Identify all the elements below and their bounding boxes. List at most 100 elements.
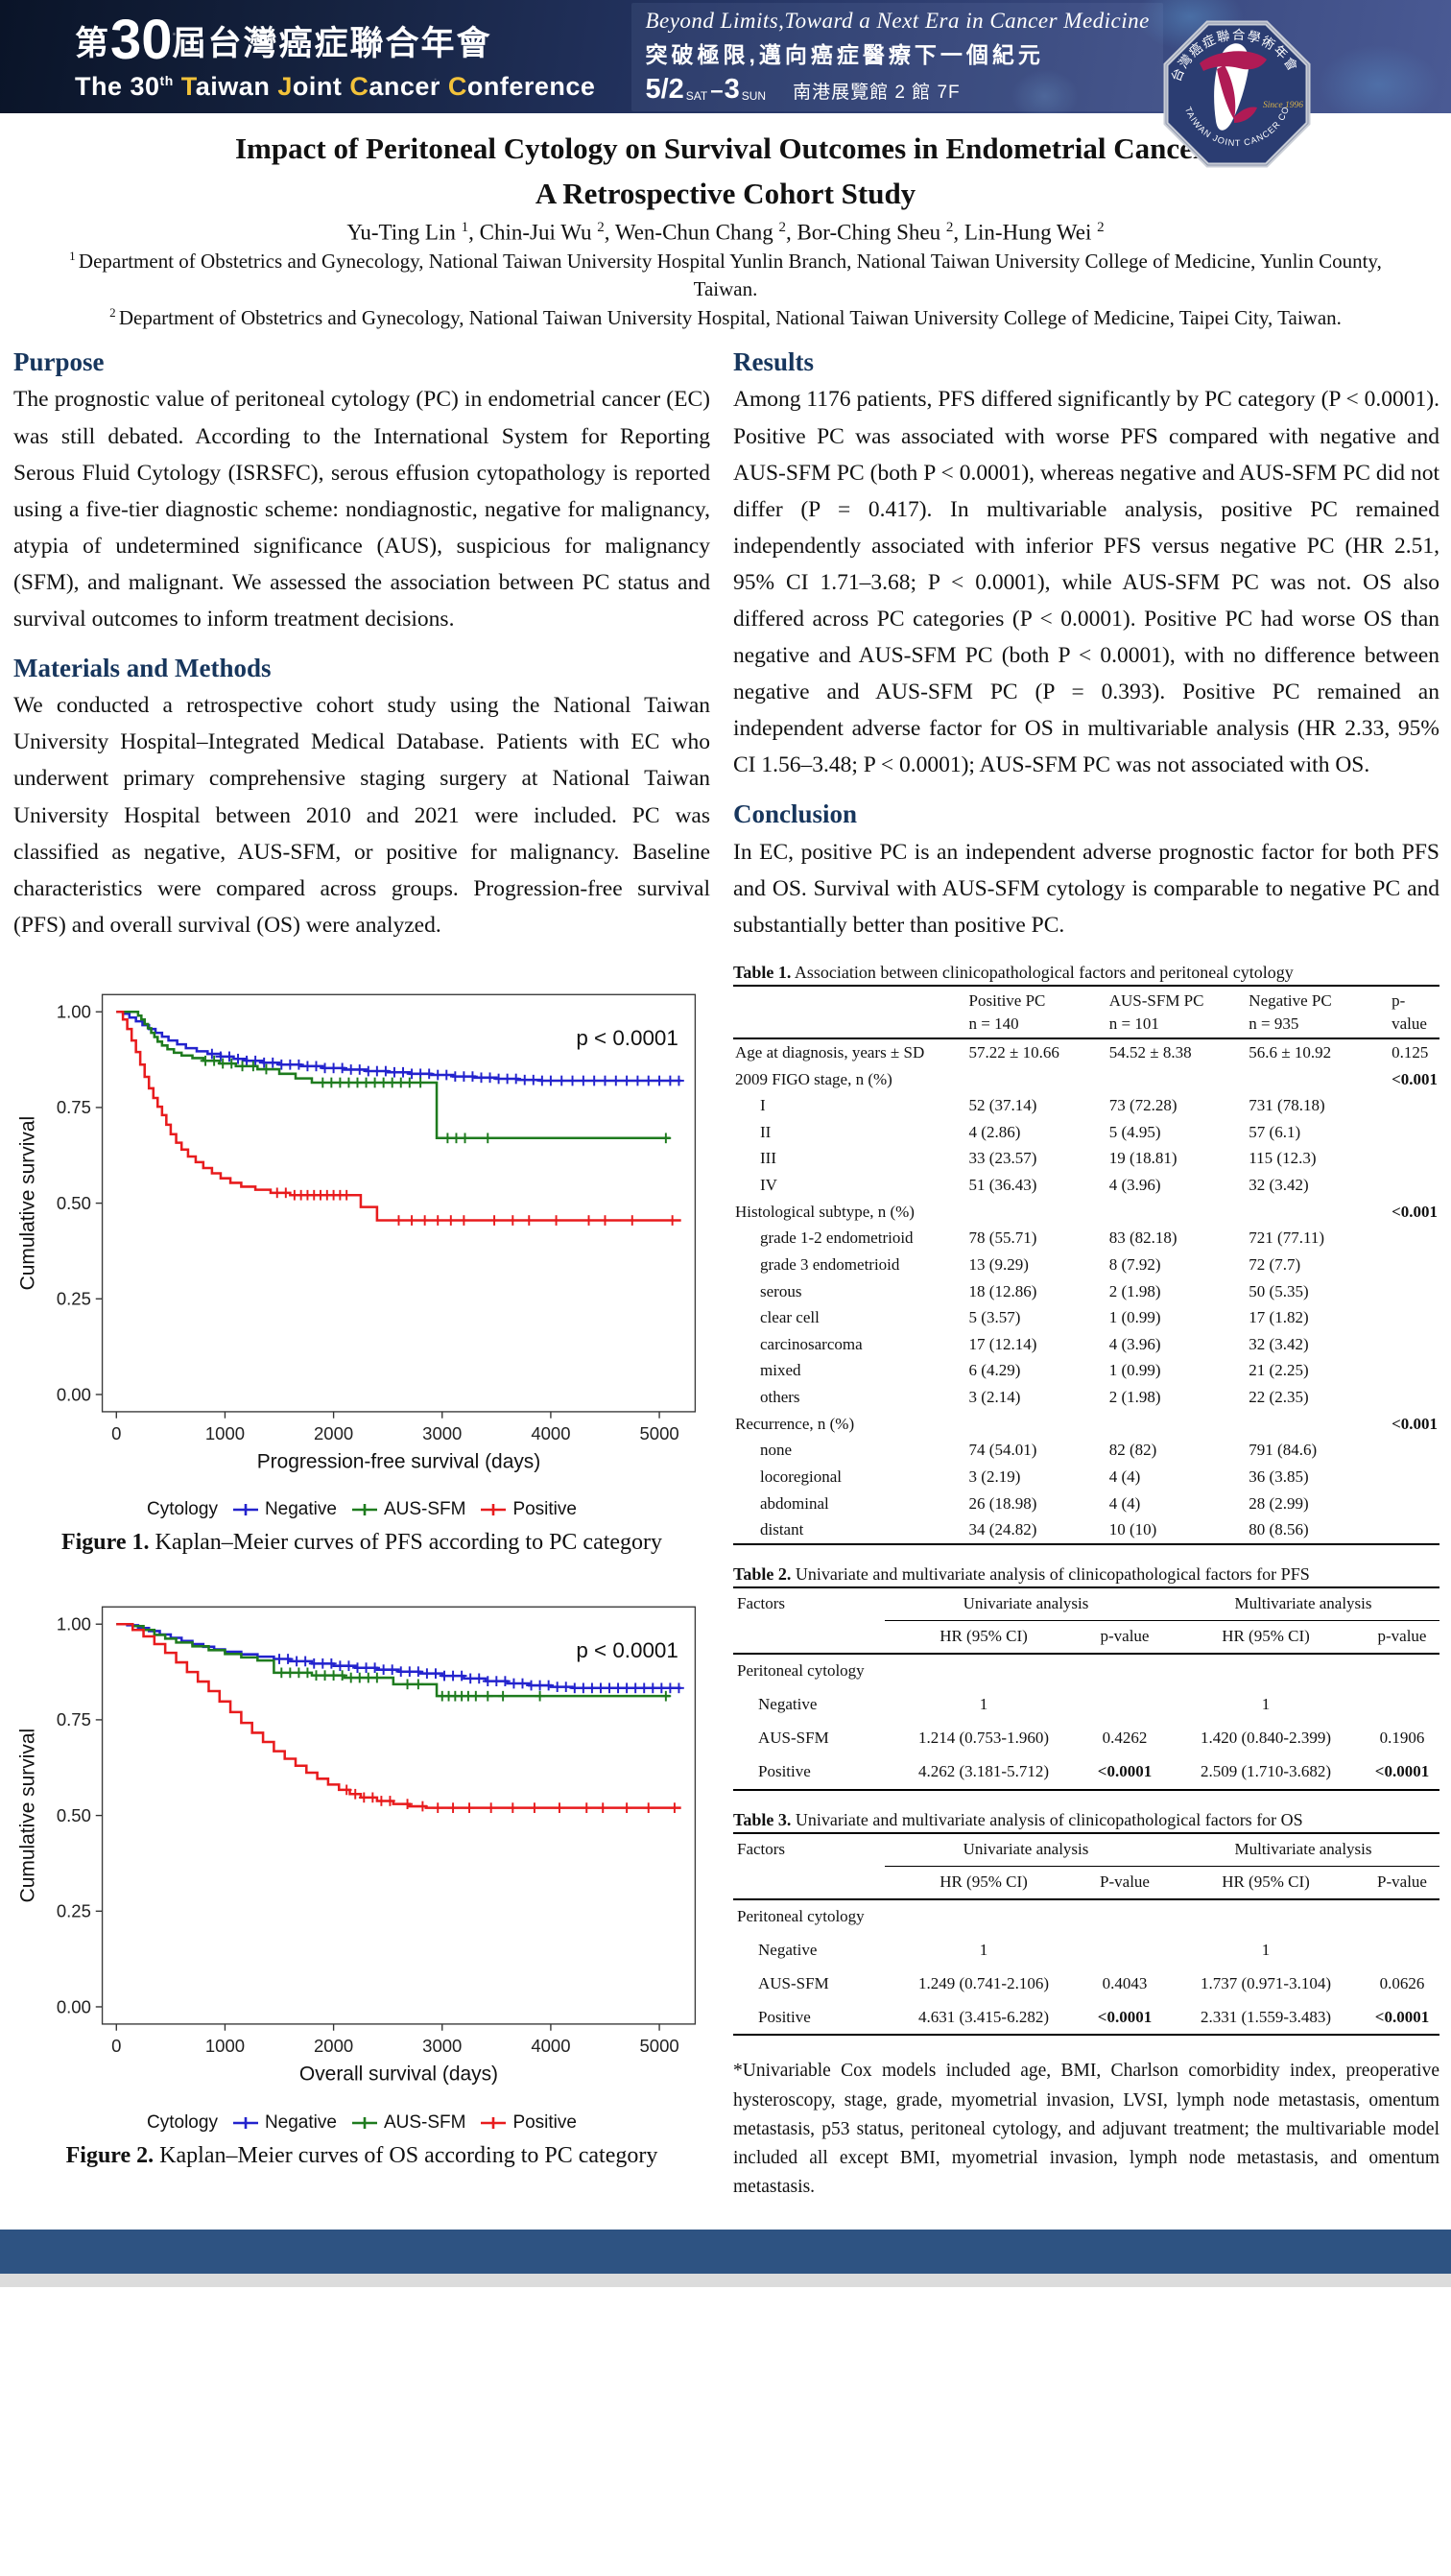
table-row: IV 51 (36.43) 4 (3.96) 32 (3.42)	[733, 1172, 1439, 1199]
table-cell: 0.4043	[1102, 1973, 1148, 1992]
table-cell: 2 (1.98)	[1108, 1281, 1161, 1300]
legend-key-icon	[232, 2116, 258, 2129]
table-column-header	[733, 985, 967, 1040]
analysis-group-header: Univariate analysis	[885, 1587, 1167, 1622]
p-value-cell: <0.001	[1392, 1069, 1438, 1088]
purpose-body: The prognostic value of peritoneal cytol…	[13, 387, 710, 632]
table-row: AUS-SFM 1.214 (0.753-1.960) 0.4262 1.420 (0…	[733, 1722, 1439, 1755]
table-2-caption-text: Univariate and multivariate analysis of …	[791, 1564, 1310, 1585]
table-cell	[1107, 1199, 1248, 1226]
table-cell	[1082, 1688, 1167, 1722]
table-cell: <0.0001	[1374, 2007, 1430, 2026]
legend-label: Positive	[512, 1499, 577, 1520]
p-value-cell	[1390, 1093, 1439, 1120]
table-cell	[967, 1199, 1107, 1226]
table-row: none 74 (54.01) 82 (82) 791 (84.6)	[733, 1438, 1439, 1465]
affiliation-text: Department of Obstetrics and Gynecology,…	[118, 306, 1342, 330]
table-cell	[1082, 1654, 1167, 1688]
table-cell: 731 (78.18)	[1249, 1096, 1325, 1115]
table-cell: 32 (3.42)	[1249, 1334, 1309, 1353]
table-cell: 0.4262	[1102, 1728, 1148, 1747]
row-label: Positive	[758, 2007, 811, 2026]
table-cell: 34 (24.82)	[968, 1520, 1037, 1539]
conference-title-en-token	[174, 72, 181, 101]
table-row: grade 3 endometrioid 13 (9.29) 8 (7.92) 72 …	[733, 1252, 1439, 1278]
legend-title: Cytology	[147, 2111, 218, 2133]
table-cell: <0.0001	[1097, 1761, 1153, 1780]
purpose-heading: Purpose	[13, 347, 105, 377]
author-superscript: 1	[461, 220, 469, 235]
legend-item-negative: Negative	[231, 1499, 337, 1520]
poster-body: Purpose The prognostic value of peritone…	[0, 339, 1451, 2219]
table-cell: 73 (72.28)	[1108, 1096, 1177, 1115]
y-tick-label: 0.50	[57, 1193, 91, 1213]
table-cell: 1	[1261, 1940, 1271, 1959]
author-name: Wen-Chun Chang	[614, 220, 779, 245]
table-cell: 1.214 (0.753-1.960)	[918, 1728, 1049, 1747]
table-cell: 21 (2.25)	[1249, 1361, 1309, 1380]
table-column-header: Negative PC n = 935	[1247, 985, 1391, 1040]
table-column-header: HR (95% CI)	[885, 1620, 1082, 1656]
row-label: Peritoneal cytology	[737, 1661, 865, 1681]
table-subheader-row: HR (95% CI) p-value HR (95% CI) p-value	[733, 1620, 1439, 1656]
table-row: Positive 4.631 (3.415-6.282) <0.0001 2.331 …	[733, 2001, 1439, 2036]
table-row: 2009 FIGO stage, n (%) <0.001	[733, 1066, 1439, 1093]
y-tick-label: 0.25	[57, 1288, 91, 1308]
event-day-1-label: SAT	[685, 88, 708, 103]
analysis-group-header: Multivariate analysis	[1167, 1587, 1439, 1622]
row-label: AUS-SFM	[758, 1973, 829, 1992]
table-cell	[1167, 1654, 1365, 1688]
table-cell	[1365, 1934, 1439, 1968]
column-header-line1: AUS-SFM PC	[1108, 990, 1204, 1010]
analysis-group-header: Univariate analysis	[885, 1832, 1167, 1867]
p-value-cell	[1390, 1331, 1439, 1358]
y-tick-label: 1.00	[57, 1001, 91, 1021]
table-cell: 80 (8.56)	[1249, 1520, 1309, 1539]
row-label: II	[760, 1122, 772, 1141]
table-row: abdominal 26 (18.98) 4 (4) 28 (2.99)	[733, 1491, 1439, 1517]
table-cell: 5 (4.95)	[1108, 1122, 1161, 1141]
conference-title-zh-token: 30	[110, 9, 173, 72]
conference-banner: 第30屆台灣癌症聯合年會 The 30th Taiwan Joint Cance…	[0, 0, 1451, 168]
table-row: others 3 (2.14) 2 (1.98) 22 (2.35)	[733, 1384, 1439, 1411]
figure-2-caption: Figure 2. Kaplan–Meier curves of OS acco…	[13, 2143, 710, 2169]
row-label: Negative	[758, 1940, 818, 1959]
km-series-aus-sfm	[116, 1010, 671, 1139]
y-axis-title: Cumulative survival	[16, 1729, 38, 1903]
column-header-line1: Negative PC	[1249, 990, 1332, 1010]
table-cell: 82 (82)	[1108, 1441, 1157, 1460]
right-column: Results Among 1176 patients, PFS differe…	[733, 345, 1439, 2202]
figure-1-caption: Figure 1. Kaplan–Meier curves of PFS acc…	[13, 1530, 710, 1556]
conference-title-en-token: ancer	[369, 71, 448, 101]
table-row: II 4 (2.86) 5 (4.95) 57 (6.1)	[733, 1119, 1439, 1146]
table-2-grid: Factors Univariate analysis Multivariate a…	[733, 1586, 1439, 1791]
author-superscript: 2	[597, 220, 605, 235]
table-cell: 4.631 (3.415-6.282)	[918, 2007, 1049, 2026]
p-value-cell	[1390, 1305, 1439, 1332]
conference-title-en-token: The 30	[75, 71, 160, 101]
factors-header: Factors	[733, 1832, 885, 1900]
table-3-caption-label: Table 3.	[733, 1809, 792, 1829]
table-cell: 1.420 (0.840-2.399)	[1201, 1728, 1331, 1747]
table-row: grade 1-2 endometrioid 78 (55.71) 83 (82.1…	[733, 1226, 1439, 1252]
p-value-cell	[1390, 1491, 1439, 1517]
y-tick-label: 0.50	[57, 1805, 91, 1825]
conference-logo: 台灣癌症聯合學術年會 Since 1996 TAIWAN JOINT CANCE…	[1152, 2, 1319, 182]
column-header-line1: Positive PC	[968, 990, 1046, 1010]
footnote: *Univariable Cox models included age, BM…	[733, 2061, 1439, 2198]
x-tick-label: 4000	[531, 2036, 570, 2056]
figure-1: 0.00 0.25 0.50 0.75 1.00 0 1000 2000 3000 4000 500…	[13, 968, 710, 1557]
author-name: Bor-Ching Sheu	[797, 220, 946, 245]
table-column-header: p-value	[1082, 1620, 1167, 1656]
table-cell	[1365, 1688, 1439, 1722]
table-3: Factors Univariate analysis Multivariate a…	[733, 1831, 1439, 2037]
x-tick-label: 5000	[639, 1423, 678, 1443]
table-cell: 50 (5.35)	[1249, 1281, 1309, 1300]
row-label: clear cell	[760, 1308, 820, 1327]
table-cell: 1.249 (0.741-2.106)	[918, 1973, 1049, 1992]
y-tick-label: 0.25	[57, 1901, 91, 1921]
affiliation-line: 1 Department of Obstetrics and Gynecolog…	[38, 248, 1413, 305]
table-cell: 5 (3.57)	[968, 1308, 1021, 1327]
row-label: AUS-SFM	[758, 1728, 829, 1747]
author-name: Chin-Jui Wu	[479, 220, 598, 245]
